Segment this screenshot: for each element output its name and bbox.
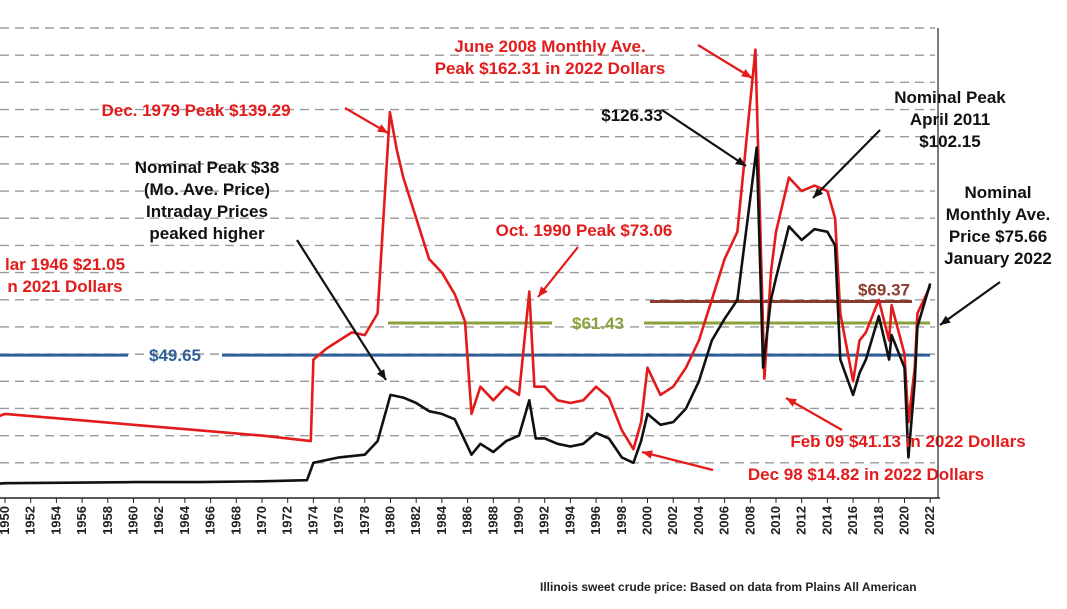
x-tick-label: 1986	[460, 506, 475, 535]
annotation-arrowhead	[786, 398, 797, 407]
x-tick-label: 2020	[897, 506, 912, 535]
annotation-arrow	[537, 246, 579, 298]
x-tick-label: 2010	[768, 506, 783, 535]
annotation-arrowhead	[735, 156, 746, 166]
x-tick-label: 1956	[74, 506, 89, 535]
annotation: Dec. 1979 Peak $139.29	[101, 101, 290, 120]
reference-line-label: $69.37	[858, 280, 910, 299]
annotation-arrowhead	[376, 369, 386, 380]
annotation-arrow	[641, 450, 714, 472]
reference-lines: $49.65 $61.43 $69.37	[0, 280, 930, 365]
annotation: Feb 09 $41.13 in 2022 Dollars	[790, 432, 1025, 451]
annotation-arrowhead	[741, 69, 752, 78]
x-tick-label: 2006	[717, 506, 732, 535]
x-axis: 1950 1952 1954 1956 1958 1960 1962 1964 1966 1968…	[0, 28, 940, 535]
annotation-arrow	[296, 239, 387, 381]
x-tick-label: 1952	[23, 506, 38, 535]
x-tick-label: 1980	[383, 506, 398, 535]
annotation: Nominal Monthly Ave. Price $75.66 January 2…	[944, 183, 1052, 268]
x-tick-label: 1998	[614, 506, 629, 535]
annotation: June 2008 Monthly Ave. Peak $162.31 in 20…	[435, 37, 666, 78]
x-tick-label: 1976	[331, 506, 346, 535]
annotation-arrowhead	[813, 187, 824, 198]
x-tick-label: 2014	[819, 505, 834, 535]
annotation-arrows	[296, 44, 1001, 472]
x-tick-label: 1978	[357, 506, 372, 535]
x-tick-label: 1964	[177, 505, 192, 535]
annotation: Nominal Peak April 2011 $102.15	[894, 88, 1006, 151]
annotation-arrowhead	[377, 124, 388, 133]
x-tick-label: 1960	[126, 506, 141, 535]
real-price-line	[0, 48, 932, 451]
annotation-arrowhead	[940, 315, 951, 325]
x-tick-label: 1966	[203, 506, 218, 535]
x-tick-label: 1982	[408, 506, 423, 535]
annotation: Nominal Peak $38 (Mo. Ave. Price) Intraday…	[135, 158, 280, 243]
annotation: Oct. 1990 Peak $73.06	[496, 221, 673, 240]
x-tick-label: 1954	[48, 505, 63, 535]
x-tick-label: 1992	[537, 506, 552, 535]
x-tick-label: 1988	[485, 506, 500, 535]
series-lines	[0, 48, 932, 485]
x-tick-label: 2000	[640, 506, 655, 535]
x-tick-label: 1950	[0, 506, 12, 535]
x-tick-label: 2004	[691, 505, 706, 535]
x-tick-label: 1972	[280, 506, 295, 535]
annotation-arrow	[812, 129, 881, 199]
x-tick-label: 1994	[562, 505, 577, 535]
annotation: Dec 98 $14.82 in 2022 Dollars	[748, 465, 984, 484]
annotation-arrow	[661, 109, 747, 167]
reference-line-label: $49.65	[149, 346, 201, 365]
annotation-arrowhead	[538, 286, 548, 297]
x-tick-label: 1974	[305, 505, 320, 535]
source-note: Illinois sweet crude price: Based on dat…	[540, 580, 917, 594]
x-tick-label: 1958	[100, 506, 115, 535]
grid-lines	[0, 27, 935, 464]
x-tick-label: 2016	[845, 506, 860, 535]
x-tick-label: 1990	[511, 506, 526, 535]
x-tick-label: 2012	[794, 506, 809, 535]
x-tick-label: 1968	[228, 506, 243, 535]
x-tick-label: 2008	[742, 506, 757, 535]
annotation-arrow	[939, 281, 1001, 326]
annotation: lar 1946 $21.05 n 2021 Dollars	[5, 255, 125, 296]
x-tick-label: 2022	[922, 506, 937, 535]
x-tick-label: 2018	[871, 506, 886, 535]
x-tick-label: 1962	[151, 506, 166, 535]
reference-line-label: $61.43	[572, 314, 624, 333]
x-tick-label: 1984	[434, 505, 449, 535]
annotation: $126.33	[601, 106, 662, 125]
annotation-arrow	[697, 44, 753, 79]
annotation-arrowhead	[642, 450, 653, 459]
annotation-arrow	[785, 397, 843, 431]
x-tick-label: 2002	[665, 506, 680, 535]
nominal-price-line	[0, 146, 932, 485]
x-tick-label: 1970	[254, 506, 269, 535]
annotations: June 2008 Monthly Ave. Peak $162.31 in 20…	[5, 37, 1052, 484]
x-tick-label: 1996	[588, 506, 603, 535]
